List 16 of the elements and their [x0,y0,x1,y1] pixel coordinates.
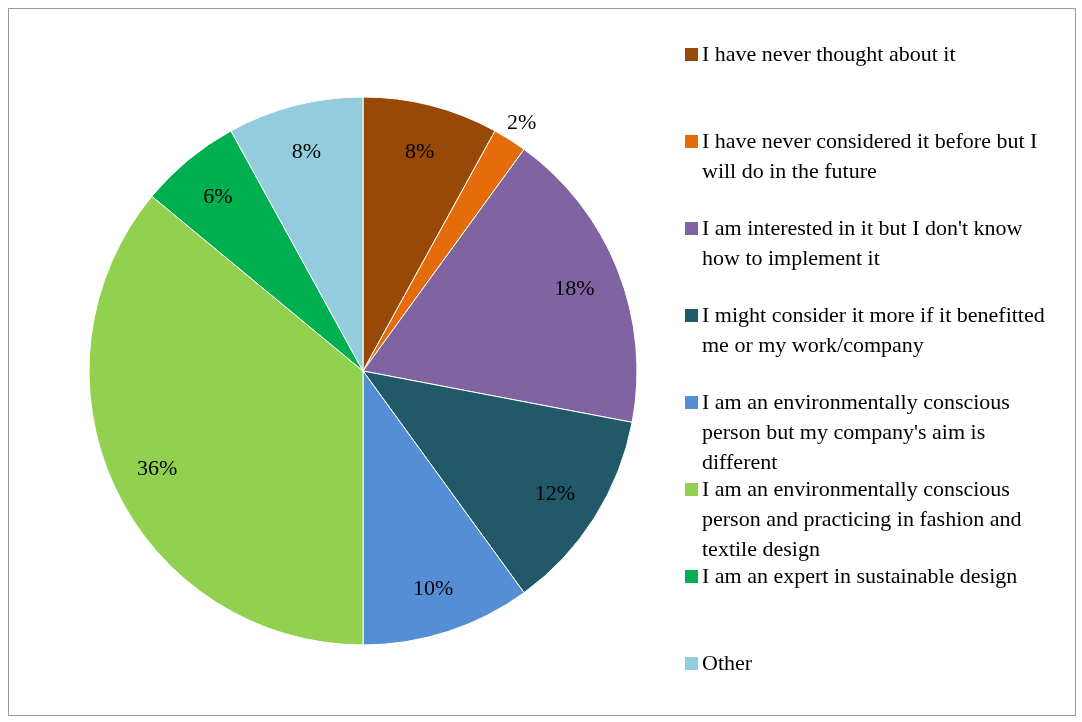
legend-label: I am an expert in sustainable design [702,562,1018,590]
data-label: 2% [506,108,537,134]
legend-label: I am interested in it but I don't know how to implement it [702,214,1024,272]
legend-label: I have never thought about it [702,40,956,68]
data-label: 12% [534,480,576,506]
data-label: 36% [137,455,178,481]
legend-label: I might consider it more if it benefitted me or my work/company [702,301,1045,359]
legend-label: I have never considered it before but I will do in the future [702,127,1039,185]
data-label: 18% [554,274,595,300]
legend-label: I am an environmentally conscious person and practicing in fashion and textile design [702,475,1023,563]
legend-label: I am an environmentally conscious person but my company's aim is different [702,388,1011,476]
legend-label: Other [702,649,753,677]
data-label: 8% [291,138,322,164]
data-label: 6% [203,183,233,209]
data-label: 10% [413,574,454,600]
data-label: 8% [404,138,435,164]
